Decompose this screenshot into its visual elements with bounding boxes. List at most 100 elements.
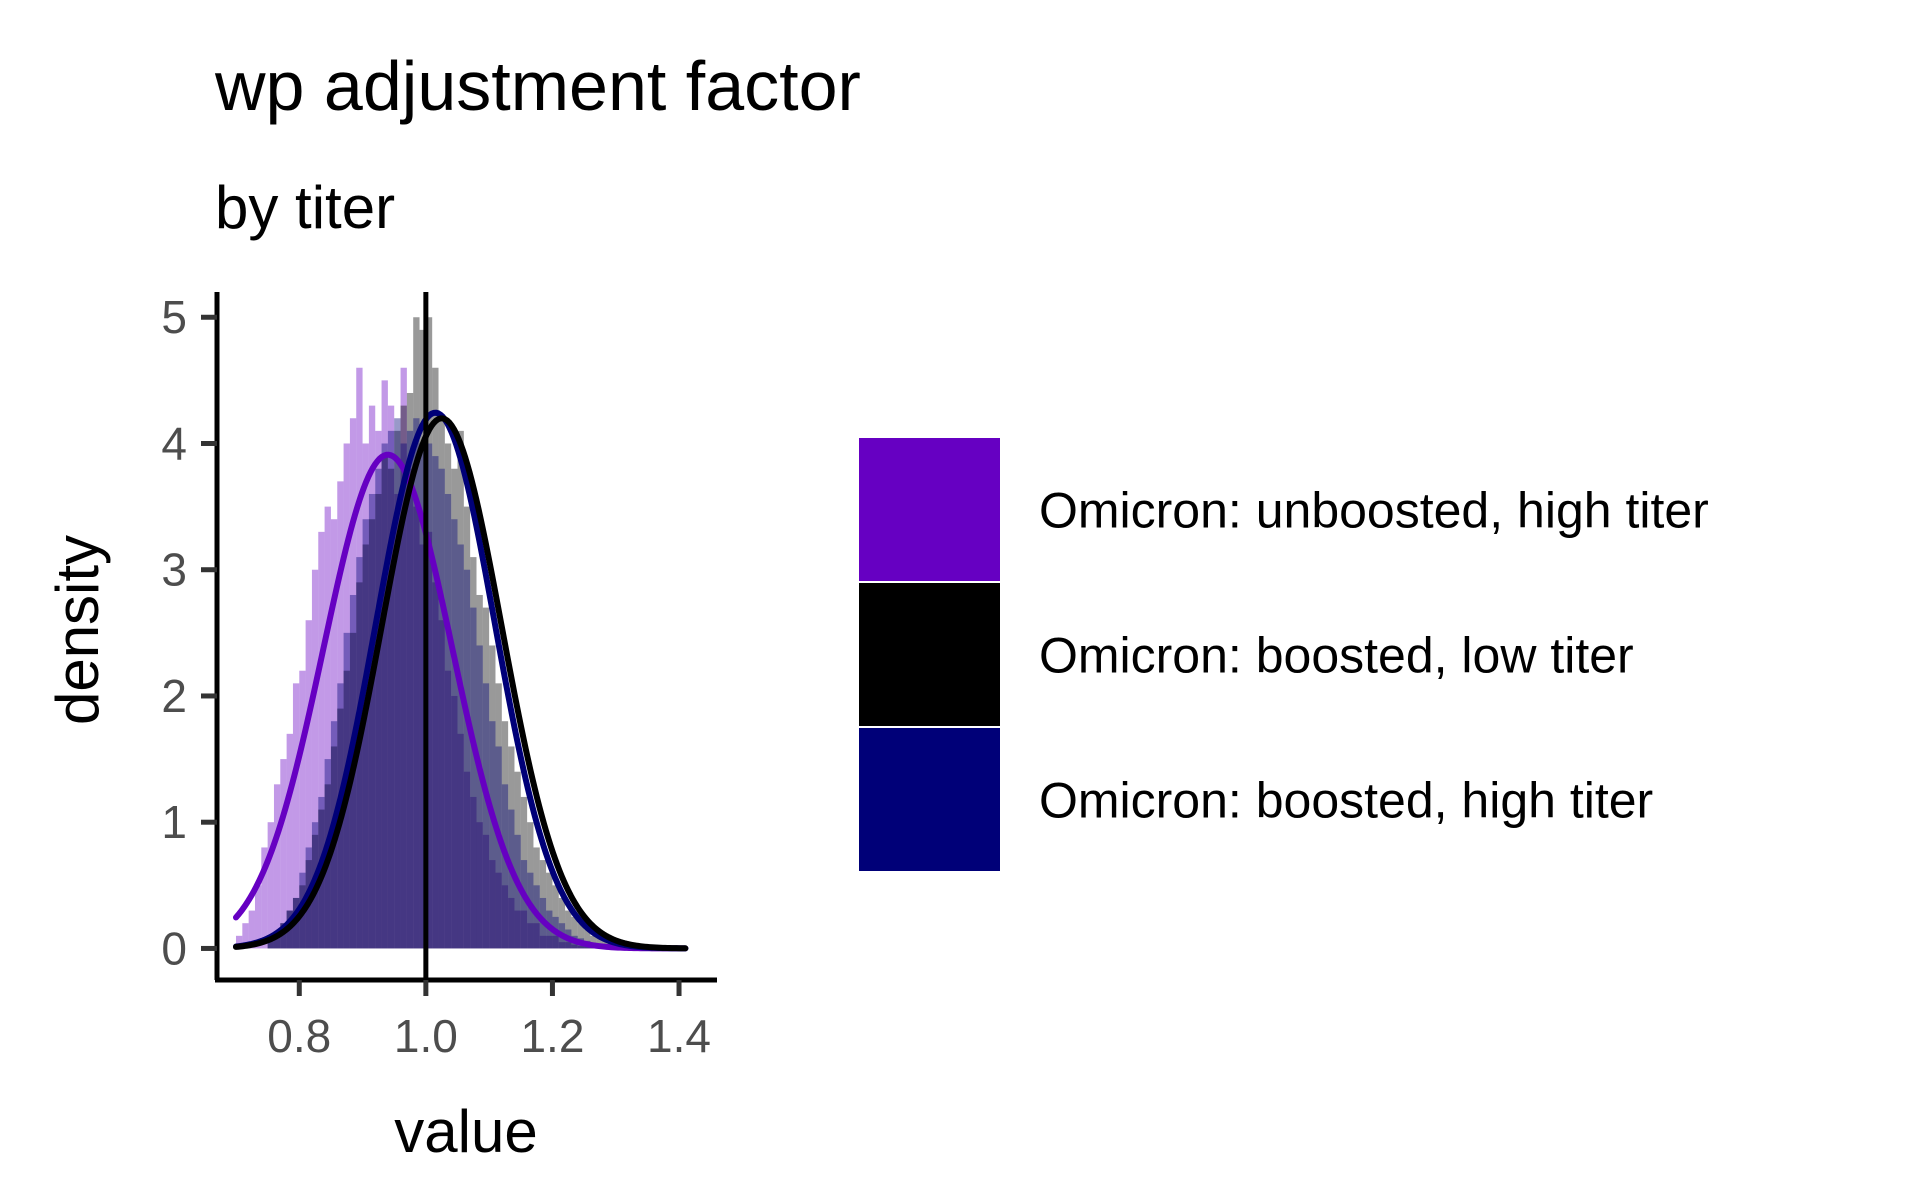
histogram-bar-2-24: [387, 430, 395, 949]
y-tick-label: 5: [161, 291, 187, 343]
x-tick-label: 0.8: [267, 1010, 331, 1062]
histogram-bar-0-9: [292, 683, 300, 949]
x-tick-label: 1.2: [520, 1010, 584, 1062]
histogram-bar-0-22: [375, 430, 382, 949]
histogram-bar-0-30: [425, 531, 433, 949]
histogram-bar-2-25: [394, 418, 401, 949]
histogram-bar-1-28: [413, 317, 420, 949]
histogram-bar-2-44: [514, 834, 521, 949]
histogram-bar-0-26: [400, 367, 407, 949]
y-tick-label: 2: [161, 670, 187, 722]
histogram-bar-2-41: [495, 746, 502, 949]
histogram-bar-0-53: [571, 944, 578, 949]
histogram-bar-0-3: [254, 885, 262, 949]
histogram-bar-1-17: [343, 670, 350, 949]
histogram-bar-0-5: [267, 822, 274, 949]
histogram-bar-2-21: [368, 493, 376, 949]
histogram-bar-0-34: [451, 695, 458, 949]
histogram-bar-0-52: [565, 942, 572, 949]
histogram-bar-0-13: [318, 531, 325, 949]
histogram-bar-0-39: [482, 834, 490, 949]
histogram-bar-1-23: [381, 456, 388, 949]
histogram-bar-1-40: [489, 645, 496, 949]
histogram-bar-0-25: [394, 493, 401, 949]
histogram-bar-1-34: [451, 468, 458, 949]
histogram-bar-1-56: [590, 935, 597, 949]
histogram-bar-0-23: [381, 380, 388, 949]
histogram-bar-0-6: [273, 784, 281, 949]
histogram-bar-2-28: [413, 418, 420, 949]
histogram-bar-0-12: [311, 569, 319, 949]
histogram-bar-0-28: [413, 506, 420, 949]
histogram-bar-0-40: [489, 860, 496, 949]
histogram-bar-2-33: [444, 493, 452, 949]
histogram-bar-0-16: [337, 481, 344, 949]
histogram-bar-0-8: [286, 733, 293, 949]
histogram-bar-0-15: [330, 519, 338, 949]
histogram-bar-0-1: [242, 923, 249, 949]
x-ticks: 0.8 1.0 1.2 1.4: [267, 980, 711, 1062]
histogram-bar-0-17: [343, 443, 350, 949]
histogram-bar-0-48: [539, 935, 547, 949]
histogram-bar-0-32: [438, 620, 445, 949]
histogram-bar-2-31: [432, 456, 439, 949]
histogram-bar-1-25: [394, 430, 401, 949]
histogram-bar-0-24: [387, 405, 395, 949]
histogram-bar-2-22: [375, 468, 382, 949]
histogram-bar-0-2: [248, 910, 255, 949]
histogram-bar-0-43: [508, 897, 515, 949]
y-ticks: 0 1 2 3 4 5: [161, 291, 217, 974]
histogram-bar-2-43: [508, 809, 515, 949]
histogram-bar-2-37: [470, 607, 477, 949]
histogram-bar-0-36: [463, 771, 471, 949]
histogram-bar-2-40: [489, 721, 496, 949]
x-axis-title: value: [394, 1098, 537, 1165]
density-curve-0: [232, 451, 689, 952]
histogram-bar-2-32: [438, 468, 445, 949]
histogram-bar-1-55: [584, 929, 591, 949]
histogram-bar-0-46: [527, 923, 534, 949]
histogram-bar-0-0: [235, 935, 243, 949]
histogram-bar-0-47: [533, 923, 540, 949]
histogram-bar-1-48: [539, 860, 547, 949]
histogram-bar-1-18: [349, 632, 357, 949]
histogram-bar-0-29: [419, 544, 426, 949]
histogram-bar-2-42: [501, 784, 509, 949]
legend-key-2: [857, 726, 1002, 873]
y-tick-label: 1: [161, 796, 187, 848]
histogram-bar-2-30: [425, 443, 433, 949]
histogram-bar-2-7: [280, 923, 287, 949]
histogram-bar-1-31: [432, 367, 439, 949]
histogram-bar-2-45: [520, 860, 528, 949]
histogram-bar-1-6: [273, 935, 281, 949]
y-tick-label: 0: [161, 922, 187, 974]
histogram-bar-0-38: [476, 822, 483, 949]
histogram-bar-0-33: [444, 670, 452, 949]
histogram-bar-1-33: [444, 443, 452, 949]
histogram-bar-1-20: [362, 544, 369, 949]
histogram-bar-1-49: [546, 872, 553, 949]
histogram-bar-1-43: [508, 746, 515, 949]
histogram-bar-2-36: [463, 569, 471, 949]
chart-subtitle: by titer: [215, 174, 395, 241]
histogram-bar-2-26: [400, 443, 407, 949]
histogram-bar-2-20: [362, 519, 369, 949]
histogram-bar-1-54: [577, 923, 585, 949]
histogram-bar-1-45: [520, 796, 528, 949]
legend-label-0: Omicron: unboosted, high titer: [1039, 483, 1709, 539]
histogram-bar-1-27: [406, 392, 414, 949]
histogram-bar-1-24: [387, 468, 395, 949]
y-axis-title: density: [44, 535, 111, 725]
x-tick-label: 1.4: [647, 1010, 711, 1062]
histogram-bar-0-42: [501, 885, 509, 949]
histogram-bar-1-44: [514, 771, 521, 949]
histogram-bar-1-26: [400, 405, 407, 949]
histogram-bar-0-11: [305, 620, 312, 949]
density-layer: [232, 409, 689, 952]
histogram-bar-1-39: [482, 607, 490, 949]
y-tick-label: 3: [161, 544, 187, 596]
legend: Omicron: unboosted, high titer Omicron: b…: [857, 436, 1709, 873]
histogram-bar-0-7: [280, 759, 287, 949]
chart-title: wp adjustment factor: [214, 47, 861, 125]
